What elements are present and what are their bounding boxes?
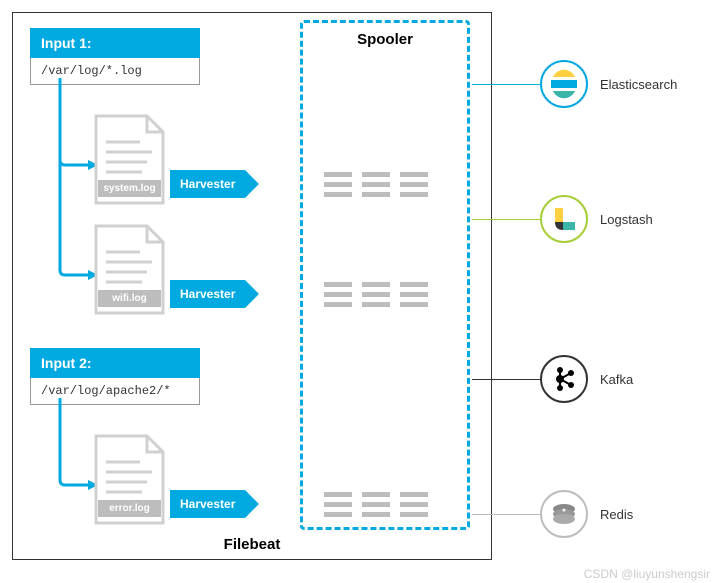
spooler-label: Spooler: [303, 31, 467, 48]
file-error-log-label: error.log: [98, 500, 161, 517]
filebeat-label: Filebeat: [13, 536, 491, 553]
harvester-3: Harvester: [170, 490, 259, 518]
watermark: CSDN @liuyunshengsir: [584, 567, 710, 581]
conn-logstash: [472, 219, 542, 220]
harvester-1: Harvester: [170, 170, 259, 198]
input-1-path: /var/log/*.log: [30, 58, 200, 85]
file-error-log: error.log: [92, 432, 167, 527]
conn-redis: [472, 514, 542, 515]
file-wifi-log: wifi.log: [92, 222, 167, 317]
spooler-box: Spooler: [300, 20, 470, 530]
harvester-2-label: Harvester: [170, 280, 245, 308]
output-kafka: Kafka: [540, 355, 633, 403]
input-2-box: Input 2: /var/log/apache2/*: [30, 348, 200, 405]
output-logstash-label: Logstash: [600, 212, 653, 227]
harvester-2: Harvester: [170, 280, 259, 308]
output-logstash: Logstash: [540, 195, 653, 243]
input-1-box: Input 1: /var/log/*.log: [30, 28, 200, 85]
harvester-1-label: Harvester: [170, 170, 245, 198]
redis-icon: ★: [540, 490, 588, 538]
output-elasticsearch: Elasticsearch: [540, 60, 677, 108]
output-redis-label: Redis: [600, 507, 633, 522]
input-2-header: Input 2:: [30, 348, 200, 378]
output-elasticsearch-label: Elasticsearch: [600, 77, 677, 92]
output-redis: ★ Redis: [540, 490, 633, 538]
kafka-icon: [540, 355, 588, 403]
harvester-arrow-icon: [245, 170, 259, 198]
harvester-arrow-icon: [245, 490, 259, 518]
output-kafka-label: Kafka: [600, 372, 633, 387]
file-wifi-log-label: wifi.log: [98, 290, 161, 307]
file-system-log: system.log: [92, 112, 167, 207]
harvester-3-label: Harvester: [170, 490, 245, 518]
event-group-2: [324, 282, 428, 307]
event-group-3: [324, 492, 428, 517]
file-system-log-label: system.log: [98, 180, 161, 197]
harvester-arrow-icon: [245, 280, 259, 308]
input-1-header: Input 1:: [30, 28, 200, 58]
event-group-1: [324, 172, 428, 197]
svg-text:★: ★: [561, 507, 566, 514]
elasticsearch-icon: [540, 60, 588, 108]
logstash-icon: [540, 195, 588, 243]
input-2-path: /var/log/apache2/*: [30, 378, 200, 405]
conn-elasticsearch: [472, 84, 542, 85]
conn-kafka: [472, 379, 542, 380]
